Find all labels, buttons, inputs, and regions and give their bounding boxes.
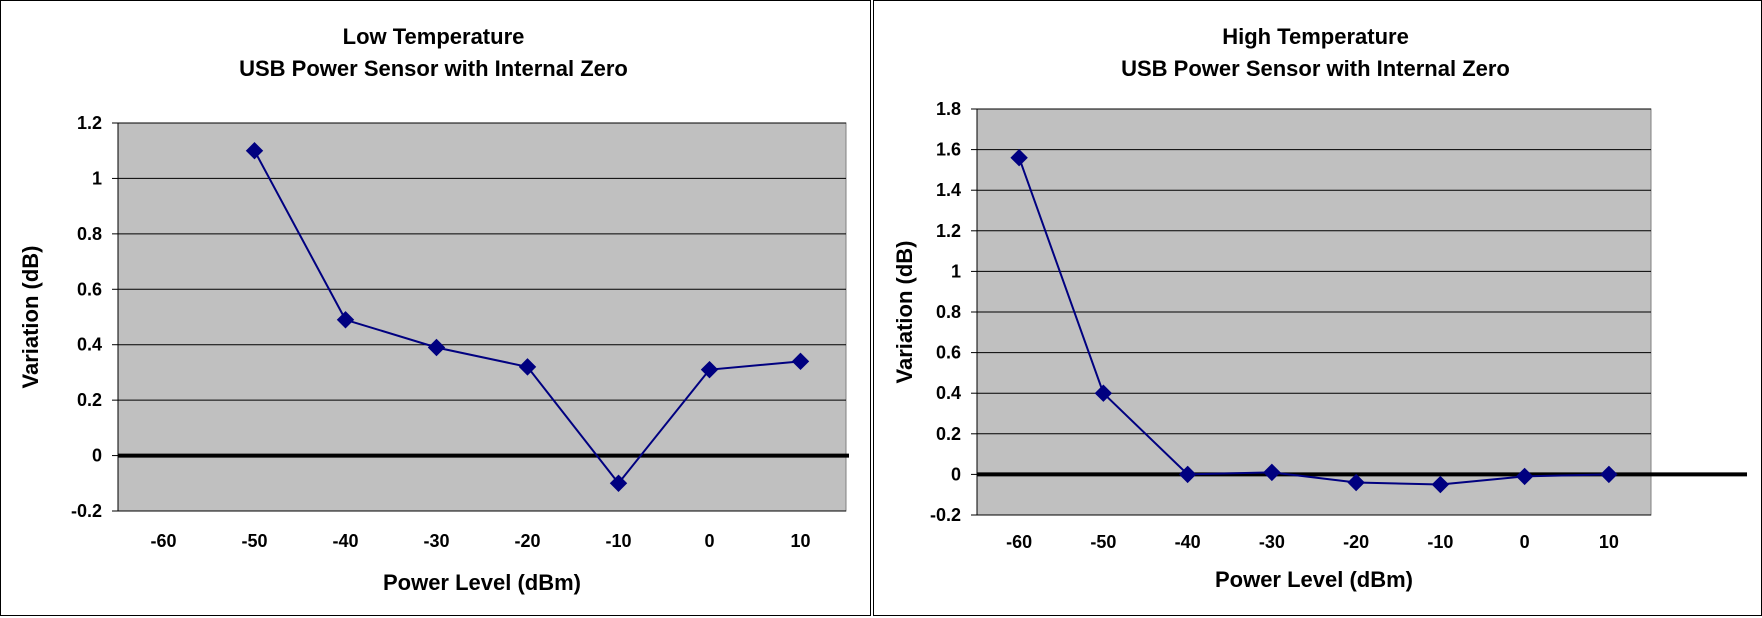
x-axis-label: Power Level (dBm) [383,570,581,595]
y-tick-label: 1.6 [936,140,961,160]
y-tick-label: 1 [92,168,102,188]
x-tick-label: 10 [1599,532,1619,552]
y-axis-label: Variation (dB) [18,245,43,388]
data-point-marker [336,311,355,329]
x-tick-label: -20 [514,531,540,551]
y-tick-label: 1.4 [936,180,961,200]
y-tick-label: 0.6 [936,343,961,363]
y-tick-label: -0.2 [71,501,102,521]
data-point-marker [1094,384,1113,402]
data-point-marker [518,358,537,376]
y-tick-label: 1 [951,261,961,281]
x-tick-label: -20 [1343,532,1369,552]
y-tick-label: 0 [92,446,102,466]
data-point-marker [700,360,719,379]
data-point-marker [1263,463,1281,482]
data-point-marker [1431,475,1450,494]
x-tick-label: -50 [241,531,267,551]
chart-panel-low-temperature: Low Temperature USB Power Sensor with Int… [0,0,871,616]
x-tick-label: -50 [1090,532,1116,552]
y-tick-label: 0.8 [936,302,961,322]
x-tick-label: -10 [1427,532,1453,552]
y-tick-label: 1.2 [936,221,961,241]
chart-low-temperature: Low Temperature USB Power Sensor with Int… [18,24,849,595]
data-point-marker [427,338,446,357]
x-tick-label: 10 [790,531,810,551]
x-tick-label: 0 [1520,532,1530,552]
x-tick-label: -60 [150,531,176,551]
series-line [1018,157,1609,486]
data-point-marker [1010,149,1028,167]
x-tick-label: 0 [704,531,714,551]
y-tick-label: 0.8 [77,224,102,244]
chart-title-line: High Temperature [1222,24,1409,49]
chart-title-line: USB Power Sensor with Internal Zero [239,56,628,81]
x-tick-label: -10 [605,531,631,551]
data-point-marker [1178,465,1197,484]
y-tick-label: 0.6 [77,279,102,299]
y-axis-label: Variation (dB) [892,240,917,383]
data-point-marker [245,142,264,160]
y-tick-label: 0 [951,464,961,484]
x-tick-label: -40 [332,531,358,551]
y-tick-label: 1.8 [936,99,961,119]
data-point-marker [791,352,810,371]
data-point-marker [1600,465,1618,484]
chart-panel-high-temperature: High Temperature USB Power Sensor with In… [873,0,1762,616]
y-tick-label: -0.2 [930,505,961,525]
x-tick-label: -40 [1175,532,1201,552]
x-tick-label: -30 [423,531,449,551]
x-tick-label: -60 [1006,532,1032,552]
data-point-marker [1515,467,1534,486]
chart-title-line: Low Temperature [343,24,525,49]
x-axis-label: Power Level (dBm) [1215,567,1413,592]
y-tick-label: 0.2 [77,390,102,410]
y-tick-label: 0.4 [936,383,961,403]
y-tick-label: 1.2 [77,113,102,133]
chart-title-line: USB Power Sensor with Internal Zero [1121,56,1510,81]
plot-area [117,122,847,512]
x-tick-label: -30 [1259,532,1285,552]
data-point-marker [1347,473,1365,492]
data-point-marker [609,474,628,492]
y-tick-label: 0.2 [936,424,961,444]
chart-high-temperature: High Temperature USB Power Sensor with In… [892,24,1747,592]
y-tick-label: 0.4 [77,335,102,355]
